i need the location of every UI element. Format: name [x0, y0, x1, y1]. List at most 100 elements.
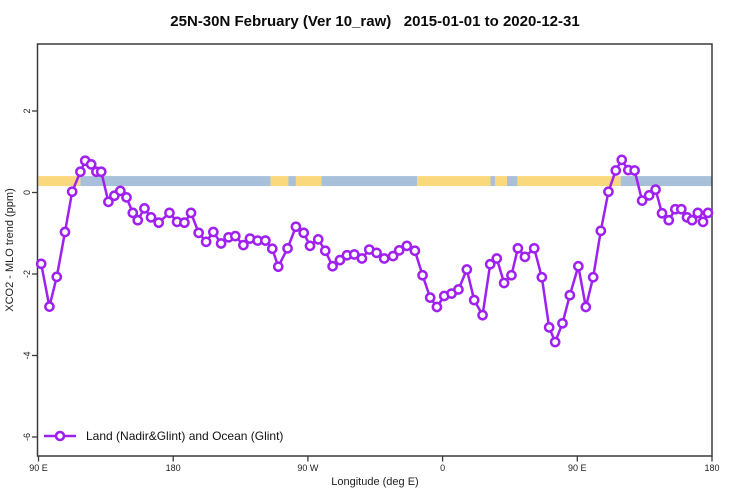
data-point [587, 271, 599, 283]
data-point [229, 230, 241, 242]
data-point [132, 214, 144, 226]
data-point [103, 196, 114, 208]
data-point [207, 226, 219, 238]
surface-band-segment-ocean [490, 176, 495, 187]
surface-band-segment-ocean [620, 176, 712, 187]
data-point [702, 207, 714, 219]
data-point [610, 165, 622, 176]
data-point [115, 185, 126, 197]
data-point [272, 261, 284, 273]
data-point [543, 322, 555, 333]
data-point [461, 264, 473, 275]
data-point [59, 226, 71, 238]
surface-band-segment-land [38, 176, 81, 187]
data-point [477, 309, 488, 321]
data-point [692, 207, 704, 219]
data-point [145, 212, 157, 223]
data-point [650, 184, 661, 195]
data-point [193, 227, 204, 239]
data-point [616, 154, 628, 166]
data-point [371, 247, 382, 259]
data-point [549, 336, 561, 348]
data-point [334, 254, 346, 266]
data-point [260, 235, 271, 246]
data-point [238, 239, 249, 251]
data-point [304, 240, 316, 252]
data-point [393, 245, 405, 256]
chart-title: 25N-30N February (Ver 10_raw) 2015-01-01… [170, 13, 580, 30]
data-point [697, 216, 709, 228]
data-point [179, 217, 190, 229]
data-point [298, 227, 310, 239]
x-tick-label: 90 E [568, 463, 587, 473]
y-tick-label: 0 [22, 190, 32, 195]
data-point [153, 217, 165, 229]
data-point [424, 292, 436, 303]
surface-band-segment-ocean [80, 176, 271, 187]
data-point [675, 203, 687, 215]
x-tick-label: 180 [704, 463, 719, 473]
x-axis-title: Longitude (deg E) [331, 476, 419, 488]
y-tick-label: -4 [22, 351, 32, 359]
data-point [468, 294, 480, 306]
data-point [215, 238, 227, 249]
x-tick-label: 90 E [29, 463, 48, 473]
data-point [356, 253, 368, 264]
data-point [327, 260, 338, 272]
data-point [506, 269, 517, 281]
data-point [663, 214, 675, 226]
data-point [643, 190, 655, 201]
data-point [164, 207, 175, 219]
data-point [75, 166, 86, 178]
legend-marker-icon [44, 430, 76, 442]
data-point [580, 301, 592, 313]
data-point [484, 258, 496, 270]
data-point [44, 301, 55, 312]
legend-label: Land (Nadir&Glint) and Ocean (Glint) [86, 429, 284, 443]
data-point [348, 249, 360, 260]
legend-circle-sample [54, 430, 66, 442]
x-tick-label: 0 [440, 463, 445, 473]
data-point [51, 271, 63, 283]
data-point [519, 251, 531, 263]
data-point [491, 253, 503, 264]
data-point [636, 195, 648, 206]
data-point [557, 317, 568, 329]
data-point [409, 245, 421, 257]
data-point [629, 165, 640, 176]
data-point [498, 277, 510, 289]
surface-band-segment-land [270, 176, 289, 187]
data-point [512, 242, 524, 254]
surface-band-segment-land [417, 176, 491, 187]
surface-band-segment-ocean [288, 176, 296, 187]
x-tick-label: 90 W [297, 463, 319, 473]
data-point [417, 269, 428, 281]
data-point [536, 271, 548, 283]
legend: Land (Nadir&Glint) and Ocean (Glint) [43, 429, 283, 443]
x-tick-label: 180 [166, 463, 181, 473]
data-point [127, 207, 139, 219]
data-point [35, 258, 47, 270]
data-point [85, 159, 97, 170]
data-point [139, 203, 150, 214]
data-point [378, 253, 390, 264]
surface-band-segment-land [517, 176, 621, 187]
surface-band-segment-ocean [506, 176, 518, 187]
data-point [564, 289, 576, 301]
data-point [312, 234, 324, 245]
data-point [266, 243, 278, 255]
data-point [401, 240, 413, 252]
surface-band-segment-land [494, 176, 507, 187]
data-point [121, 192, 132, 203]
plot-border [36, 43, 713, 457]
data-point [686, 214, 698, 226]
y-tick-label: -2 [22, 270, 32, 278]
data-point [200, 236, 212, 248]
data-point [572, 260, 584, 272]
surface-band-segment-land [295, 176, 322, 187]
data-point [528, 242, 540, 254]
data-point [453, 284, 464, 295]
data-point [185, 207, 197, 219]
